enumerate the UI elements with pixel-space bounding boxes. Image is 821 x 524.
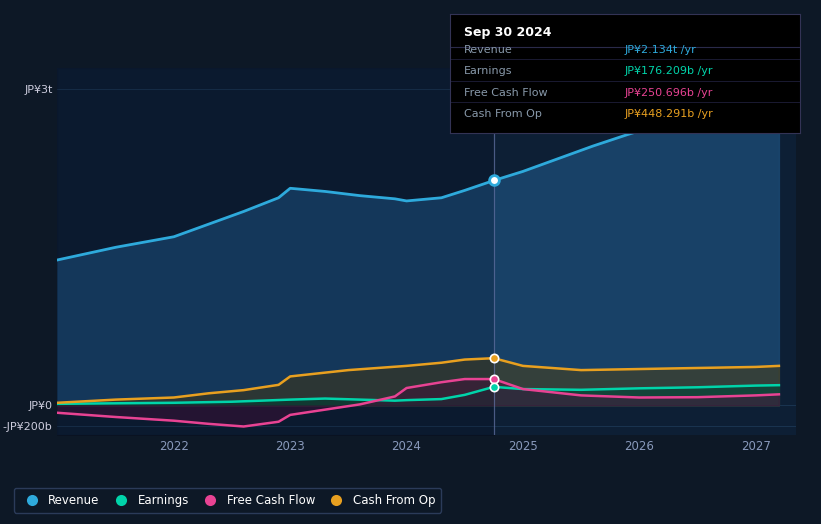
Text: Free Cash Flow: Free Cash Flow bbox=[464, 88, 548, 97]
Text: Cash From Op: Cash From Op bbox=[464, 109, 542, 119]
Text: JP¥448.291b /yr: JP¥448.291b /yr bbox=[625, 109, 713, 119]
Text: JP¥250.696b /yr: JP¥250.696b /yr bbox=[625, 88, 713, 97]
Text: Sep 30 2024: Sep 30 2024 bbox=[464, 26, 552, 39]
Legend: Revenue, Earnings, Free Cash Flow, Cash From Op: Revenue, Earnings, Free Cash Flow, Cash … bbox=[14, 488, 441, 513]
Text: JP¥2.134t /yr: JP¥2.134t /yr bbox=[625, 45, 696, 54]
Text: Earnings: Earnings bbox=[464, 66, 512, 76]
Text: Revenue: Revenue bbox=[464, 45, 512, 54]
Text: Past: Past bbox=[467, 71, 492, 84]
Text: Analysts Forecasts: Analysts Forecasts bbox=[496, 71, 606, 84]
Text: JP¥176.209b /yr: JP¥176.209b /yr bbox=[625, 66, 713, 76]
